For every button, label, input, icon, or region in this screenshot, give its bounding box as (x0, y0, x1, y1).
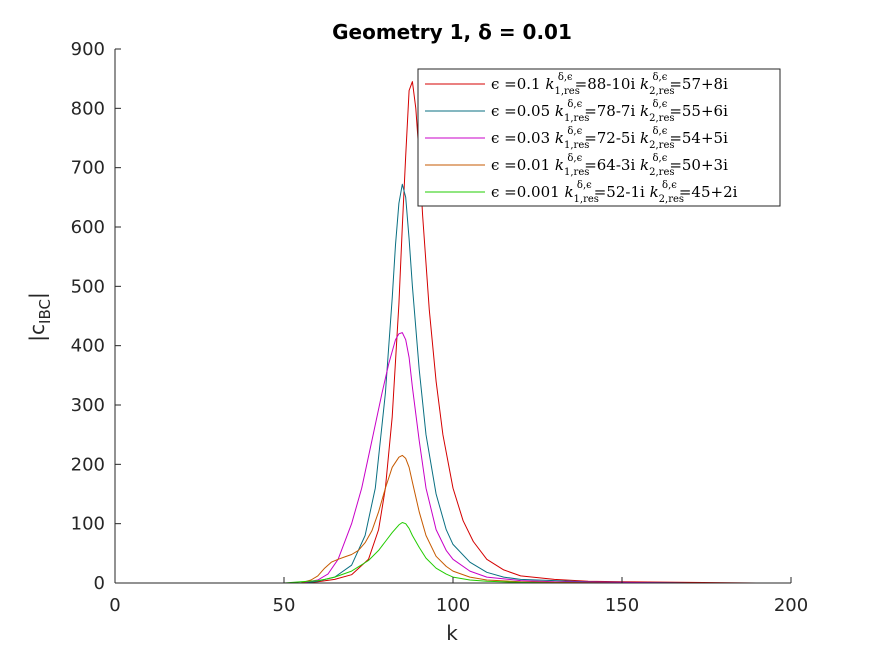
legend-label-part: ϵ =0.05 (491, 102, 555, 120)
legend-entry: ϵ =0.05 k1,resδ,ϵ =78-7i k2,resδ,ϵ =55+6i (425, 99, 728, 124)
y-tick-label: 200 (71, 454, 105, 475)
legend-label-part: k (564, 183, 573, 201)
legend-label-part: δ,ϵ (653, 72, 668, 83)
legend-label-part: =50+3i (669, 156, 728, 174)
legend-label-part: k (640, 156, 649, 174)
legend: ϵ =0.1 k1,resδ,ϵ =88-10i k2,resδ,ϵ =57+8iϵ… (417, 68, 781, 207)
x-tick-label: 100 (436, 595, 470, 616)
legend-label-part: =88-10i (575, 75, 640, 93)
legend-label-part: k (650, 183, 659, 201)
legend-label-part: δ,ϵ (577, 180, 592, 191)
series-line-3 (216, 454, 758, 584)
y-tick-label: 600 (71, 217, 105, 238)
legend-entry: ϵ =0.01 k1,resδ,ϵ =64-3i k2,resδ,ϵ =50+3i (425, 153, 728, 178)
y-axis-label-subscript: IBC (36, 299, 54, 324)
legend-label-part: δ,ϵ (567, 99, 582, 110)
legend-entry: ϵ =0.03 k1,resδ,ϵ =72-5i k2,resδ,ϵ =54+5i (425, 126, 728, 151)
legend-label-part: =72-5i (584, 129, 640, 147)
legend-label-part: δ,ϵ (567, 153, 582, 164)
legend-label-part: =78-7i (584, 102, 640, 120)
legend-label-part: 2,res (649, 140, 674, 151)
legend-label-part: k (555, 102, 564, 120)
series-line-4 (216, 522, 758, 584)
legend-label-part: 2,res (649, 167, 674, 178)
legend-label-part: =57+8i (669, 75, 728, 93)
y-axis-label-end: | (25, 292, 49, 299)
legend-label-part: ϵ =0.03 (491, 129, 555, 147)
y-tick-label: 100 (71, 514, 105, 535)
y-axis-label: |cIBC| (25, 292, 54, 341)
plot-area: 0 50 100 150 200 0 100 200 300 400 500 600 700 800 90… (71, 39, 809, 616)
y-tick-label: 700 (71, 158, 105, 179)
x-axis-label: k (446, 621, 458, 645)
legend-label-part: ϵ =0.1 (491, 75, 545, 93)
legend-label-part: 2,res (649, 113, 674, 124)
legend-label-part: 1,res (554, 86, 579, 97)
legend-label: ϵ =0.03 k1,resδ,ϵ =72-5i k2,resδ,ϵ =54+5i (491, 126, 728, 151)
legend-entry: ϵ =0.1 k1,resδ,ϵ =88-10i k2,resδ,ϵ =57+8i (425, 72, 728, 97)
legend-label-part: δ,ϵ (653, 99, 668, 110)
legend-label-part: k (640, 102, 649, 120)
chart-title: Geometry 1, δ = 0.01 (332, 20, 572, 44)
legend-label-part: k (640, 75, 649, 93)
legend-label-part: k (555, 129, 564, 147)
legend-label: ϵ =0.1 k1,resδ,ϵ =88-10i k2,resδ,ϵ =57+8i (491, 72, 728, 97)
legend-label-part: 1,res (574, 194, 599, 205)
series-line-1 (216, 183, 758, 584)
legend-label-part: δ,ϵ (662, 180, 677, 191)
legend-label-part: =54+5i (669, 129, 728, 147)
legend-label-part: 2,res (649, 86, 674, 97)
y-tick-label: 800 (71, 98, 105, 119)
legend-label-part: 1,res (564, 113, 589, 124)
legend-label: ϵ =0.05 k1,resδ,ϵ =78-7i k2,resδ,ϵ =55+6i (491, 99, 728, 124)
x-tick-label: 200 (774, 595, 808, 616)
y-tick-label: 900 (71, 39, 105, 60)
legend-label-part: =45+2i (679, 183, 738, 201)
legend-label-part: δ,ϵ (567, 126, 582, 137)
legend-label-part: δ,ϵ (653, 126, 668, 137)
y-tick-label: 0 (94, 573, 105, 594)
legend-label-part: 1,res (564, 167, 589, 178)
legend-entry: ϵ =0.001 k1,resδ,ϵ =52-1i k2,resδ,ϵ =45+2i (425, 180, 738, 205)
legend-label-part: k (555, 156, 564, 174)
legend-label-part: δ,ϵ (558, 72, 573, 83)
x-tick-label: 0 (109, 595, 120, 616)
y-tick-label: 400 (71, 336, 105, 357)
legend-label-part: =52-1i (594, 183, 650, 201)
legend-label-part: k (545, 75, 554, 93)
legend-label-part: k (640, 129, 649, 147)
legend-entries: ϵ =0.1 k1,resδ,ϵ =88-10i k2,resδ,ϵ =57+8iϵ… (425, 72, 738, 205)
x-tick-label: 150 (605, 595, 639, 616)
y-tick-label: 500 (71, 276, 105, 297)
legend-label-part: δ,ϵ (653, 153, 668, 164)
legend-label: ϵ =0.001 k1,resδ,ϵ =52-1i k2,resδ,ϵ =45+2i (491, 180, 738, 205)
legend-label-part: ϵ =0.001 (491, 183, 564, 201)
y-axis-label-main: |c (25, 324, 49, 342)
x-tick-label: 50 (273, 595, 296, 616)
legend-label-part: ϵ =0.01 (491, 156, 555, 174)
y-ticks: 0 100 200 300 400 500 600 700 800 900 (71, 39, 121, 594)
legend-label-part: =55+6i (669, 102, 728, 120)
y-tick-label: 300 (71, 395, 105, 416)
legend-label-part: 1,res (564, 140, 589, 151)
legend-label-part: =64-3i (584, 156, 640, 174)
x-ticks: 0 50 100 150 200 (109, 577, 808, 616)
series-line-2 (216, 332, 758, 584)
legend-label-part: 2,res (659, 194, 684, 205)
legend-label: ϵ =0.01 k1,resδ,ϵ =64-3i k2,resδ,ϵ =50+3i (491, 153, 728, 178)
